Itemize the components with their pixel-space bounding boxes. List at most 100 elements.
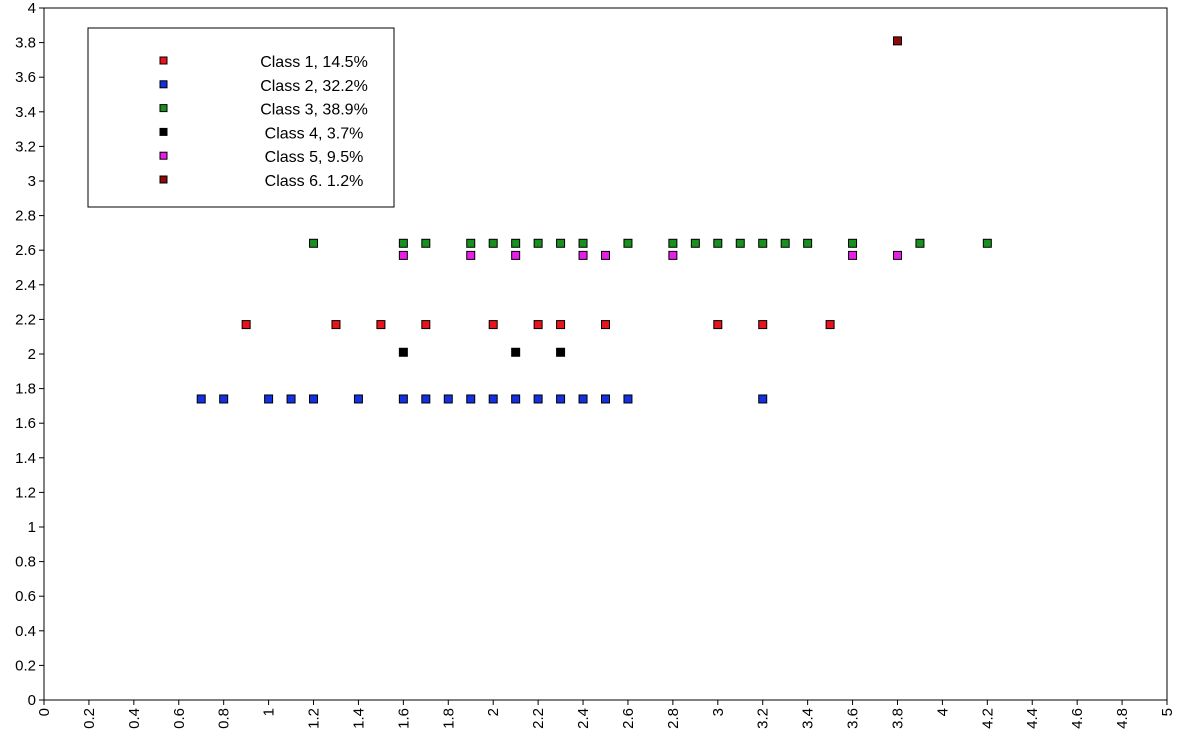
- data-point-class-5: [668, 250, 678, 260]
- data-point-class-2: [601, 394, 610, 404]
- data-point-class-2: [219, 394, 229, 404]
- axes: 0 0.2 0.4 0.6 0.8 1 1.2 1.4 1.6 1.8 2 2.2 2.4 2.6 2.8 3…: [15, 0, 1176, 729]
- data-point-class-3: [915, 238, 925, 248]
- data-point-class-2: [353, 394, 363, 404]
- x-tick-label: 2.6: [620, 708, 637, 729]
- data-point-class-3: [803, 238, 813, 248]
- x-tick-label: 0: [36, 708, 53, 716]
- y-tick-label: 3.4: [15, 104, 36, 121]
- data-point-class-5: [578, 250, 588, 260]
- x-tick-label: 4.8: [1114, 708, 1131, 729]
- data-point-class-6: [892, 36, 902, 46]
- x-tick-label: 1.2: [306, 708, 323, 729]
- data-point-class-3: [713, 238, 723, 248]
- x-tick-label: 3: [710, 708, 727, 716]
- data-point-class-3: [735, 238, 745, 248]
- data-point-class-4: [556, 347, 566, 357]
- y-tick-label: 2.4: [15, 277, 36, 294]
- x-tick-label: 1.6: [395, 708, 412, 729]
- x-tick-label: 0.6: [171, 708, 188, 729]
- y-tick-label: 1.6: [15, 415, 36, 432]
- x-tick-label: 5: [1159, 708, 1176, 716]
- y-tick-label: 3.8: [15, 35, 36, 52]
- legend-marker-class-5: [159, 151, 168, 160]
- data-point-class-1: [241, 320, 251, 330]
- legend-label-class-5: Class 5, 9.5%: [265, 149, 364, 166]
- data-point-class-3: [780, 238, 790, 248]
- x-tick-label: 3.2: [755, 708, 772, 729]
- legend-label-class-4: Class 4, 3.7%: [265, 125, 364, 142]
- data-point-class-1: [488, 320, 498, 330]
- y-tick-label: 1: [28, 519, 36, 536]
- data-point-class-1: [713, 320, 723, 330]
- x-tick-label: 4: [934, 708, 951, 716]
- data-point-class-1: [556, 320, 566, 330]
- data-point-class-1: [825, 320, 835, 330]
- data-point-class-2: [758, 394, 768, 404]
- y-tick-label: 3.6: [15, 69, 36, 86]
- data-point-class-4: [398, 347, 408, 357]
- data-point-class-5: [601, 250, 610, 260]
- y-tick-label: 3.2: [15, 138, 36, 155]
- data-point-class-1: [376, 320, 386, 330]
- data-point-class-2: [264, 394, 274, 404]
- data-point-class-3: [533, 238, 543, 248]
- data-point-class-1: [421, 320, 431, 330]
- x-tick-label: 1: [261, 708, 278, 716]
- x-tick-label: 2.2: [530, 708, 547, 729]
- data-point-class-5: [892, 250, 902, 260]
- data-point-class-3: [309, 238, 319, 248]
- data-point-class-2: [398, 394, 408, 404]
- x-tick-label: 0.2: [81, 708, 98, 729]
- data-point-class-2: [578, 394, 588, 404]
- data-point-class-3: [623, 238, 633, 248]
- data-point-class-3: [421, 238, 431, 248]
- legend-marker-class-2: [159, 80, 168, 89]
- y-tick-label: 2.6: [15, 242, 36, 259]
- y-tick-label: 0: [28, 692, 36, 709]
- data-point-class-2: [511, 394, 521, 404]
- data-point-class-3: [398, 238, 408, 248]
- data-point-class-3: [488, 238, 498, 248]
- data-points: [196, 36, 992, 404]
- data-point-class-2: [421, 394, 431, 404]
- data-point-class-5: [848, 250, 858, 260]
- x-tick-label: 3.6: [845, 708, 862, 729]
- y-tick-label: 0.4: [15, 623, 36, 640]
- x-tick-label: 4.6: [1069, 708, 1086, 729]
- data-point-class-3: [578, 238, 588, 248]
- legend-box: [87, 27, 395, 208]
- legend-label-class-1: Class 1, 14.5%: [260, 54, 368, 71]
- y-tick-label: 1.4: [15, 450, 36, 467]
- data-point-class-3: [848, 238, 858, 248]
- legend-marker-class-4: [159, 127, 168, 136]
- data-point-class-2: [309, 394, 319, 404]
- y-tick-label: 4: [28, 0, 36, 17]
- x-tick-label: 0.4: [126, 708, 143, 729]
- y-tick-label: 0.6: [15, 588, 36, 605]
- x-tick-label: 4.2: [979, 708, 996, 729]
- data-point-class-3: [690, 238, 700, 248]
- legend-marker-class-1: [159, 56, 168, 65]
- data-point-class-5: [398, 250, 408, 260]
- y-tick-label: 2: [28, 346, 36, 363]
- legend-label-class-6: Class 6. 1.2%: [265, 173, 364, 190]
- x-tick-label: 4.4: [1024, 708, 1041, 729]
- y-tick-label: 3: [28, 173, 36, 190]
- data-point-class-2: [556, 394, 566, 404]
- data-point-class-3: [668, 238, 678, 248]
- data-point-class-3: [466, 238, 476, 248]
- data-point-class-3: [556, 238, 566, 248]
- x-tick-label: 0.8: [216, 708, 233, 729]
- data-point-class-2: [533, 394, 543, 404]
- legend-marker-class-3: [159, 104, 168, 113]
- x-tick-label: 3.4: [800, 708, 817, 729]
- data-point-class-3: [982, 238, 992, 248]
- data-point-class-3: [758, 238, 768, 248]
- x-tick-label: 2.8: [665, 708, 682, 729]
- data-point-class-1: [533, 320, 543, 330]
- data-point-class-2: [443, 394, 453, 404]
- legend-label-class-2: Class 2, 32.2%: [260, 78, 368, 95]
- data-point-class-3: [511, 238, 521, 248]
